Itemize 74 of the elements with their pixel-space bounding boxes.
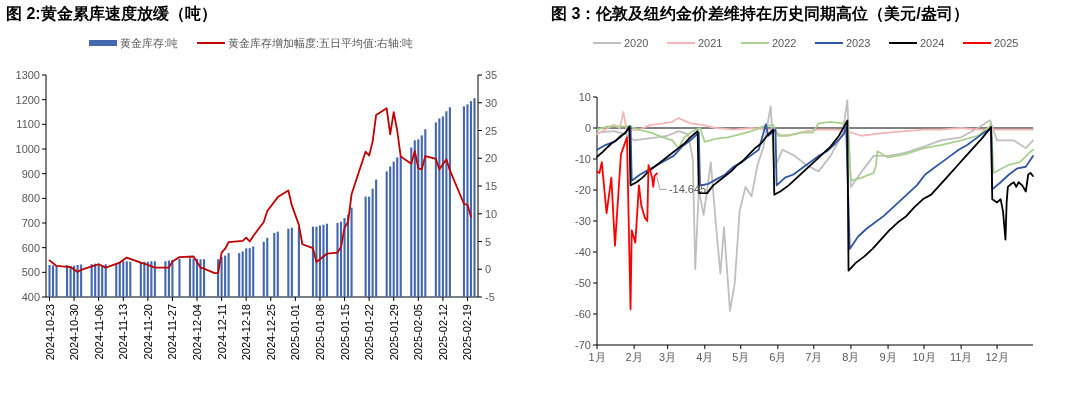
y-tick-label: 700 bbox=[21, 217, 40, 229]
legend-label: 黄金库存增加幅度:五日平均值:右轴:吨 bbox=[228, 37, 414, 49]
x-tick-label: 2024-10-30 bbox=[68, 304, 81, 361]
y-tick-label: 800 bbox=[21, 192, 40, 205]
y-tick-label: 10 bbox=[578, 91, 591, 103]
x-tick-label: 6月 bbox=[769, 351, 787, 363]
chart-title: 图 2:黄金累库速度放缓（吨） bbox=[6, 4, 217, 23]
y2-tick-label: 10 bbox=[485, 207, 498, 220]
line-series bbox=[596, 120, 1034, 182]
x-tick-label: 2024-10-23 bbox=[43, 304, 56, 361]
x-tick-label: 2025-01-08 bbox=[313, 304, 326, 361]
x-tick-label: 2月 bbox=[625, 351, 643, 363]
legend-label: 2020 bbox=[624, 37, 649, 49]
y-tick-label: 400 bbox=[21, 291, 40, 303]
y-tick-label: -10 bbox=[575, 153, 591, 165]
x-tick-label: 11月 bbox=[949, 351, 973, 363]
x-tick-label: 2025-02-19 bbox=[461, 304, 474, 361]
legend-label: 2023 bbox=[846, 37, 871, 49]
line-series bbox=[48, 107, 472, 275]
x-tick-label: 7月 bbox=[805, 351, 823, 363]
legend-label: 2025 bbox=[994, 37, 1019, 49]
x-tick-label: 2025-01-29 bbox=[387, 304, 400, 361]
x-tick-label: 12月 bbox=[985, 351, 1009, 363]
x-tick-label: 2024-12-18 bbox=[240, 304, 253, 361]
x-tick-label: 10月 bbox=[912, 351, 936, 363]
x-tick-label: 2025-01-22 bbox=[363, 304, 376, 361]
x-tick-label: 3月 bbox=[659, 351, 677, 363]
x-tick-label: 2024-11-20 bbox=[141, 304, 154, 360]
x-tick-label: 2024-12-04 bbox=[191, 304, 204, 361]
y-tick-label: 900 bbox=[21, 167, 40, 180]
y-tick-label: 1300 bbox=[15, 69, 40, 81]
y2-tick-label: 25 bbox=[485, 124, 498, 137]
y-tick-label: 0 bbox=[584, 122, 591, 134]
x-tick-label: 5月 bbox=[732, 351, 750, 363]
chart-title: 图 3：伦敦及纽约金价差维持在历史同期高位（美元/盎司） bbox=[551, 4, 969, 23]
y2-tick-label: 15 bbox=[485, 180, 498, 192]
x-tick-label: 2024-11-13 bbox=[117, 304, 130, 360]
y-tick-label: -60 bbox=[575, 308, 591, 320]
x-tick-label: 2024-11-06 bbox=[92, 304, 105, 360]
x-tick-label: 2024-11-27 bbox=[166, 304, 179, 360]
x-tick-label: 2025-02-05 bbox=[412, 304, 425, 361]
x-tick-label: 2025-01-01 bbox=[289, 304, 302, 361]
x-tick-label: 2025-01-15 bbox=[338, 304, 351, 361]
y-tick-label: 1000 bbox=[15, 143, 40, 155]
x-tick-label: 4月 bbox=[696, 351, 714, 363]
x-tick-label: 2024-12-25 bbox=[264, 304, 277, 361]
line-series bbox=[596, 99, 1034, 312]
y-tick-label: 1100 bbox=[16, 118, 40, 131]
y-tick-label: 600 bbox=[21, 241, 40, 254]
y-tick-label: -50 bbox=[575, 277, 591, 289]
y2-tick-label: 5 bbox=[485, 235, 492, 248]
y2-tick-label: 20 bbox=[485, 152, 498, 165]
y2-tick-label: -5 bbox=[485, 291, 495, 303]
y2-tick-label: 30 bbox=[485, 96, 498, 109]
line-series bbox=[596, 123, 1034, 250]
y-tick-label: -30 bbox=[575, 215, 591, 227]
legend-label: 黄金库存:吨 bbox=[120, 37, 179, 49]
y2-tick-label: 0 bbox=[485, 263, 492, 276]
y-tick-label: -40 bbox=[575, 246, 591, 258]
line-series bbox=[596, 111, 1034, 137]
x-tick-label: 2024-12-11 bbox=[215, 304, 228, 360]
y-tick-label: -20 bbox=[575, 184, 591, 196]
legend-label: 2022 bbox=[772, 37, 797, 49]
legend-label: 2024 bbox=[920, 37, 945, 49]
legend-label: 2021 bbox=[698, 37, 723, 49]
x-tick-label: 9月 bbox=[879, 351, 897, 363]
y-tick-label: 500 bbox=[21, 266, 40, 279]
y-tick-label: 1200 bbox=[15, 93, 40, 106]
x-tick-label: 2025-02-12 bbox=[436, 304, 449, 361]
x-tick-label: 8月 bbox=[842, 351, 860, 363]
line-series bbox=[596, 136, 658, 311]
y-tick-label: -70 bbox=[575, 339, 591, 351]
x-tick-label: 1月 bbox=[588, 351, 606, 363]
y2-tick-label: 35 bbox=[485, 69, 498, 81]
